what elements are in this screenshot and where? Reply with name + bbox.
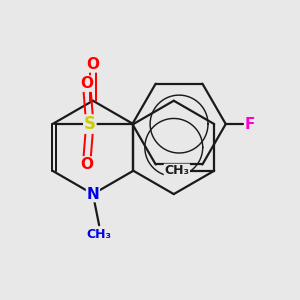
Text: N: N <box>86 187 99 202</box>
Text: O: O <box>81 157 94 172</box>
Text: CH₃: CH₃ <box>87 227 112 241</box>
Text: F: F <box>245 117 255 132</box>
Text: O: O <box>81 76 94 91</box>
Text: S: S <box>84 115 96 133</box>
Text: O: O <box>86 57 99 72</box>
Text: CH₃: CH₃ <box>164 164 189 177</box>
